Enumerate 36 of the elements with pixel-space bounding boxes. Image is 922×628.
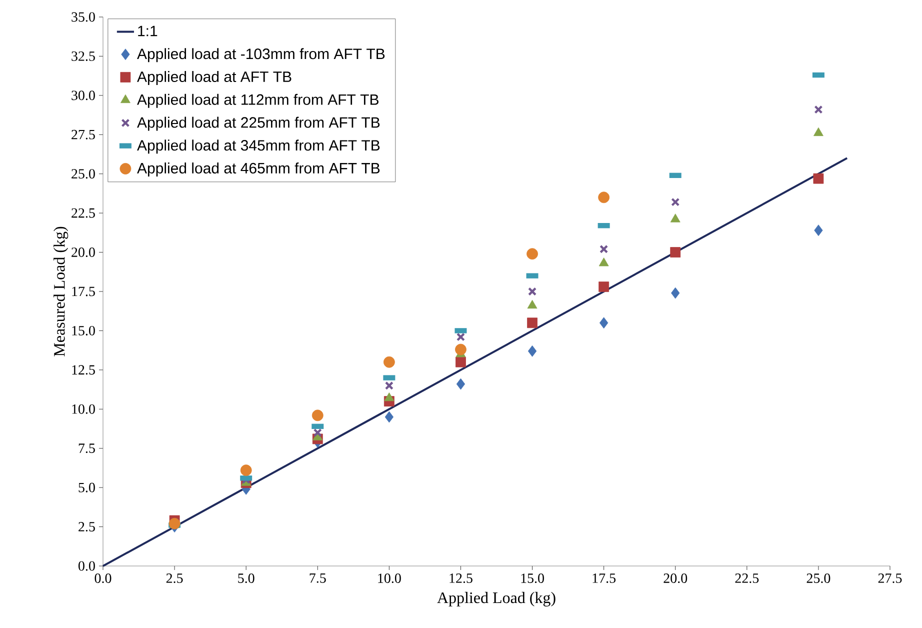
- legend-label: Applied load at AFT TB: [137, 71, 292, 86]
- y-tick-label: 25.0: [72, 169, 95, 179]
- y-tick-label: 35.0: [72, 12, 95, 22]
- y-axis-title: Measured Load (kg): [54, 226, 68, 356]
- x-tick-label: 25.0: [806, 574, 830, 584]
- x-tick-label: 10.0: [378, 574, 401, 584]
- y-tick-label: 12.5: [72, 365, 95, 375]
- legend-label: 1:1: [138, 26, 158, 36]
- y-tick-label: 15.0: [72, 326, 95, 336]
- y-tick-label: 5.0: [78, 482, 95, 492]
- y-tick-label: 2.5: [78, 522, 95, 532]
- legend-label: Applied load at 465mm from AFT TB: [137, 162, 380, 176]
- x-tick-label: 7.5: [310, 574, 326, 583]
- y-tick-label: 30.0: [72, 90, 95, 100]
- y-tick-label: 0.0: [78, 561, 95, 571]
- y-tick-label: 32.5: [72, 51, 95, 61]
- x-tick-label: 2.5: [166, 574, 183, 583]
- y-tick-label: 10.0: [72, 404, 95, 414]
- y-tick-label: 7.5: [78, 444, 95, 454]
- x-axis-title: Applied Load (kg): [437, 592, 556, 606]
- x-tick-label: 5.0: [238, 574, 254, 584]
- x-tick-label: 20.0: [664, 574, 688, 584]
- y-tick-label: 22.5: [72, 208, 95, 218]
- x-tick-label: 27.5: [878, 574, 902, 583]
- y-tick-label: 20.0: [72, 248, 95, 258]
- x-tick-label: 12.5: [450, 574, 472, 583]
- x-tick-label: 0.0: [94, 574, 112, 584]
- y-tick-label: 17.5: [72, 286, 95, 296]
- legend-label: Applied load at 225mm from AFT TB: [137, 116, 380, 131]
- x-tick-label: 17.5: [592, 574, 616, 583]
- legend-label: Applied load at 345mm from AFT TB: [137, 140, 380, 154]
- legend-label: Applied load at 112mm from AFT TB: [137, 94, 378, 108]
- y-tick-label: 27.5: [72, 130, 95, 140]
- legend-label: Applied load at -103mm from AFT TB: [137, 48, 385, 62]
- x-tick-label: 15.0: [521, 574, 544, 584]
- x-tick-label: 22.5: [735, 574, 759, 583]
